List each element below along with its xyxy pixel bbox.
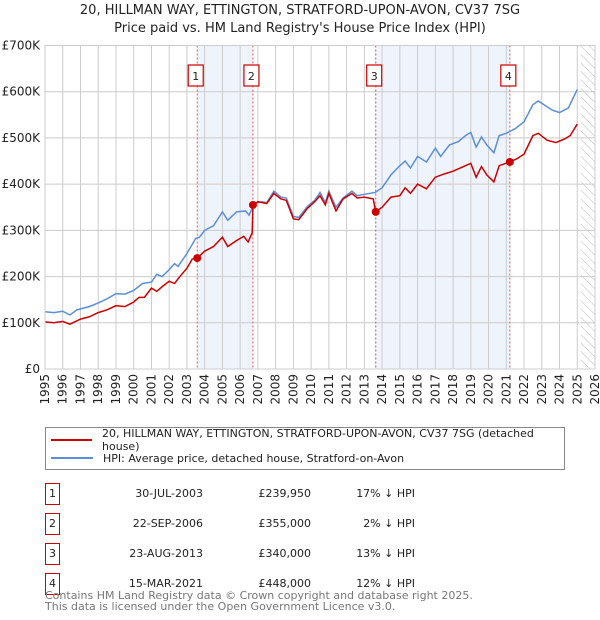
- footer-line-2: This data is licensed under the Open Gov…: [45, 600, 396, 613]
- y-tick-label: £500K: [2, 131, 42, 145]
- y-tick-label: £200K: [2, 270, 42, 284]
- sale-price: £355,000: [258, 517, 312, 530]
- x-tick-label: 1999: [109, 374, 123, 405]
- plot-frame: [44, 45, 596, 370]
- sale-hpi: 17% ↓ HPI: [356, 487, 415, 500]
- sale-price: £340,000: [258, 547, 312, 560]
- sale-number: 2: [45, 513, 60, 535]
- sale-price: £239,950: [258, 487, 312, 500]
- sale-hpi: 13% ↓ HPI: [356, 547, 415, 560]
- sale-label: 1: [192, 70, 199, 83]
- chart-subtitle: Price paid vs. HM Land Registry's House …: [114, 21, 486, 36]
- x-tick-label: 2022: [517, 374, 531, 405]
- sale-point: [505, 157, 514, 166]
- price-chart: 1995 1996 1997 1998 1999 2000 2001 2002 2003 2004…: [2, 39, 600, 405]
- sale-number: 1: [45, 483, 60, 505]
- x-tick-label: 2014: [375, 374, 389, 405]
- x-tick-label: 2006: [233, 374, 247, 405]
- y-tick-label: £100K: [2, 316, 42, 330]
- sale-number: 4: [45, 573, 60, 595]
- x-tick-label: 2000: [127, 374, 141, 405]
- x-tick-label: 2002: [162, 374, 176, 405]
- chart-title: 20, HILLMAN WAY, ETTINGTON, STRATFORD-UP…: [79, 3, 521, 18]
- sale-date: 22-SEP-2006: [132, 517, 203, 530]
- x-tick-label: 2011: [322, 374, 336, 405]
- sale-point: [371, 207, 380, 216]
- sale-number: 3: [45, 543, 60, 565]
- x-tick-label: 2012: [340, 374, 354, 405]
- y-tick-label: £700K: [2, 39, 42, 53]
- footer-line-1: Contains HM Land Registry data © Crown c…: [45, 589, 473, 602]
- sale-date: 23-AUG-2013: [129, 547, 203, 560]
- y-tick-label: £600K: [2, 85, 42, 99]
- x-tick-label: 2016: [411, 374, 425, 405]
- footer: Contains HM Land Registry data © Crown c…: [45, 590, 473, 612]
- y-tick-label: £0: [25, 362, 40, 376]
- legend-label: 20, HILLMAN WAY, ETTINGTON, STRATFORD-UP…: [102, 427, 534, 453]
- sale-point: [193, 254, 202, 263]
- sale-date: 15-MAR-2021: [128, 577, 203, 590]
- sale-point: [248, 200, 257, 209]
- shaded-period: [375, 45, 510, 369]
- legend-swatch-red: [51, 439, 93, 441]
- x-tick-label: 2008: [269, 374, 283, 405]
- y-tick-label: £400K: [2, 177, 42, 191]
- sale-hpi: 12% ↓ HPI: [356, 577, 415, 590]
- x-tick-label: 2019: [464, 374, 478, 405]
- x-tick-label: 2013: [357, 374, 371, 405]
- x-tick-label: 2001: [144, 374, 158, 405]
- x-tick-label: 2009: [286, 374, 300, 405]
- x-tick-label: 2015: [393, 374, 407, 405]
- sale-date: 30-JUL-2003: [135, 487, 203, 500]
- sale-price: £448,000: [258, 577, 312, 590]
- sale-label: 4: [505, 70, 512, 83]
- x-tick-label: 2023: [535, 374, 549, 405]
- x-tick-label: 1996: [56, 374, 70, 405]
- sale-hpi: 2% ↓ HPI: [363, 517, 415, 530]
- sale-label: 3: [371, 70, 378, 83]
- x-tick-label: 2005: [215, 374, 229, 405]
- legend-label: HPI: Average price, detached house, Stra…: [103, 451, 405, 465]
- sale-label: 2: [248, 70, 255, 83]
- sale-label-box: [187, 64, 204, 87]
- x-tick-label: 1998: [91, 374, 105, 405]
- x-tick-label: 2004: [198, 374, 212, 405]
- x-tick-label: 1995: [38, 374, 52, 405]
- series-line: [44, 123, 578, 325]
- x-tick-label: 2003: [180, 374, 194, 405]
- x-tick-label: 2007: [251, 374, 265, 405]
- x-tick-label: 1997: [73, 374, 87, 405]
- legend-swatch-blue: [51, 457, 93, 459]
- series-line: [44, 89, 578, 316]
- legend-item-property: 20, HILLMAN WAY, ETTINGTON, STRATFORD-UP…: [51, 427, 564, 453]
- x-tick-label: 2025: [570, 374, 584, 405]
- legend-item-hpi: HPI: Average price, detached house, Stra…: [51, 450, 404, 466]
- x-tick-label: 2017: [428, 374, 442, 405]
- forecast-hatch: [580, 45, 595, 369]
- sale-label-box: [500, 64, 517, 87]
- x-tick-label: 2026: [588, 374, 600, 405]
- sale-label-box: [366, 64, 383, 87]
- legend: 20, HILLMAN WAY, ETTINGTON, STRATFORD-UP…: [45, 427, 565, 470]
- x-tick-label: 2018: [446, 374, 460, 405]
- x-tick-label: 2021: [499, 374, 513, 405]
- x-tick-label: 2024: [553, 374, 567, 405]
- y-tick-label: £300K: [2, 223, 42, 237]
- sale-label-box: [243, 64, 260, 87]
- x-tick-label: 2010: [304, 374, 318, 405]
- x-tick-label: 2020: [482, 374, 496, 405]
- shaded-period: [197, 45, 253, 369]
